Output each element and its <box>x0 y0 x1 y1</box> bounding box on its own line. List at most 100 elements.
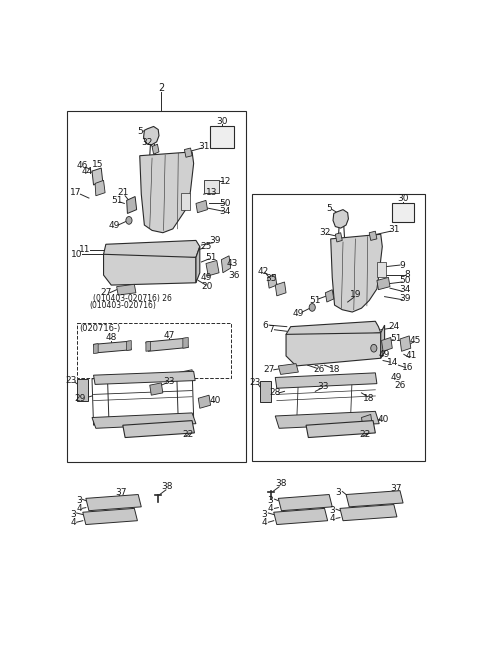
Bar <box>377 262 386 277</box>
Text: 17: 17 <box>70 188 82 197</box>
Bar <box>77 323 230 379</box>
Text: 41: 41 <box>406 352 417 360</box>
Text: (020716-): (020716-) <box>79 325 120 333</box>
Polygon shape <box>377 277 390 290</box>
Text: 4: 4 <box>262 518 267 527</box>
Text: 3: 3 <box>268 496 274 505</box>
Text: 6: 6 <box>263 321 268 329</box>
Text: 18: 18 <box>329 365 340 375</box>
Polygon shape <box>369 231 377 240</box>
Text: 43: 43 <box>227 259 238 268</box>
Polygon shape <box>286 333 381 366</box>
Ellipse shape <box>126 216 132 224</box>
Text: 26: 26 <box>313 365 325 375</box>
Polygon shape <box>104 240 200 262</box>
Polygon shape <box>183 337 188 348</box>
Text: 35: 35 <box>265 274 276 283</box>
Text: 36: 36 <box>228 270 240 279</box>
Text: 12: 12 <box>219 176 231 186</box>
Text: (010403-020716): (010403-020716) <box>89 301 156 310</box>
Polygon shape <box>198 395 211 408</box>
Text: 45: 45 <box>410 336 421 345</box>
Text: 30: 30 <box>397 194 409 203</box>
Text: 3: 3 <box>262 510 267 519</box>
Polygon shape <box>94 371 195 384</box>
Polygon shape <box>340 504 397 521</box>
Bar <box>204 180 219 193</box>
Text: 19: 19 <box>349 290 361 299</box>
Text: 16: 16 <box>402 363 413 372</box>
Polygon shape <box>221 256 230 273</box>
Text: 49: 49 <box>108 220 120 230</box>
Polygon shape <box>127 197 137 213</box>
Bar <box>392 203 414 222</box>
Polygon shape <box>196 200 207 213</box>
Text: 32: 32 <box>142 138 153 147</box>
Text: 5: 5 <box>138 127 144 136</box>
Text: 48: 48 <box>106 333 117 342</box>
Polygon shape <box>146 338 188 352</box>
Text: 32: 32 <box>319 228 330 237</box>
Polygon shape <box>275 282 286 296</box>
Text: 37: 37 <box>116 487 127 497</box>
Text: 4: 4 <box>268 504 274 513</box>
Polygon shape <box>117 284 136 295</box>
Text: 46: 46 <box>76 161 88 170</box>
Text: 4: 4 <box>329 514 335 523</box>
Text: 3: 3 <box>71 510 76 519</box>
Text: 15: 15 <box>93 161 104 169</box>
Text: 13: 13 <box>206 188 218 197</box>
Text: 29: 29 <box>75 394 86 403</box>
Text: 24: 24 <box>388 322 399 331</box>
Text: 27: 27 <box>100 288 111 297</box>
Text: 31: 31 <box>198 142 209 151</box>
Bar <box>67 111 246 462</box>
Polygon shape <box>196 247 200 283</box>
Text: 2: 2 <box>158 83 165 93</box>
Polygon shape <box>77 379 88 401</box>
Polygon shape <box>267 274 277 288</box>
Polygon shape <box>123 420 194 438</box>
Text: 49: 49 <box>293 309 304 318</box>
Text: 38: 38 <box>162 482 173 491</box>
Polygon shape <box>331 234 382 312</box>
Text: 31: 31 <box>388 225 399 234</box>
Polygon shape <box>325 290 334 302</box>
Text: 40: 40 <box>209 396 221 405</box>
Text: 42: 42 <box>257 267 269 276</box>
Text: 40: 40 <box>377 415 389 424</box>
Text: 28: 28 <box>270 388 281 398</box>
Polygon shape <box>361 415 372 428</box>
Text: 10: 10 <box>71 250 83 258</box>
Polygon shape <box>333 210 348 228</box>
Polygon shape <box>336 233 342 242</box>
Polygon shape <box>275 411 379 428</box>
Text: 3: 3 <box>336 489 341 497</box>
Polygon shape <box>400 336 411 352</box>
Polygon shape <box>146 341 151 352</box>
Polygon shape <box>184 148 192 157</box>
Polygon shape <box>104 255 196 285</box>
Text: 23: 23 <box>250 379 261 388</box>
Polygon shape <box>144 127 159 145</box>
Text: 5: 5 <box>326 203 332 213</box>
Text: (010403-020716) 26: (010403-020716) 26 <box>93 295 171 304</box>
Polygon shape <box>306 420 375 438</box>
Text: 4: 4 <box>71 518 76 527</box>
Text: 9: 9 <box>399 260 405 270</box>
Polygon shape <box>140 152 193 233</box>
Text: 7: 7 <box>268 325 274 335</box>
Polygon shape <box>86 495 141 510</box>
Text: 8: 8 <box>405 270 410 279</box>
Polygon shape <box>206 260 219 276</box>
Text: 22: 22 <box>182 430 194 439</box>
Text: 4: 4 <box>76 504 82 513</box>
Text: 14: 14 <box>386 358 398 367</box>
Polygon shape <box>127 340 131 350</box>
Text: 21: 21 <box>117 188 129 197</box>
Text: 26: 26 <box>394 380 406 390</box>
Text: 20: 20 <box>202 282 213 291</box>
Text: 25: 25 <box>200 242 212 251</box>
Text: 11: 11 <box>79 245 90 254</box>
Text: 33: 33 <box>317 382 329 391</box>
